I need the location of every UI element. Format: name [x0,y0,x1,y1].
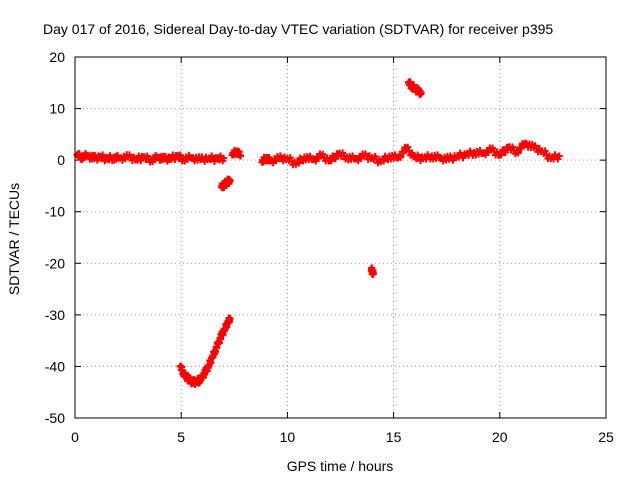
data-point [295,159,303,167]
y-tick-label: -30 [45,307,65,323]
data-point [400,149,408,157]
data-point [541,147,549,155]
grid [75,57,606,418]
y-tick-label: -50 [45,410,65,426]
y-tick-label: 10 [49,101,65,117]
data-point [555,152,563,160]
y-tick-label: 0 [57,152,65,168]
data-point [369,270,377,278]
plot-frame [74,56,607,419]
data-point [332,155,340,163]
data-point [397,153,405,161]
data-point [514,149,522,157]
x-tick-label: 15 [386,429,402,445]
x-tick-label: 20 [492,429,508,445]
data-point [226,176,234,184]
y-tick-label: -10 [45,204,65,220]
y-axis-label: SDTVAR / TECUs [6,183,22,295]
chart-title: Day 017 of 2016, Sidereal Day-to-day VTE… [43,21,553,37]
data-point [408,149,416,157]
y-tick-label: -20 [45,255,65,271]
data-point [497,151,505,159]
data-point [501,148,509,156]
data-point [220,154,228,162]
x-axis-label: GPS time / hours [287,458,394,474]
data-point [404,143,412,151]
y-tick-label: 20 [49,49,65,65]
data-point [417,89,425,97]
axis-ticks: 0 5 10 15 20 25 -50 -40 -30 -20 -10 0 10 20 [45,49,614,445]
data-point [237,152,245,160]
x-tick-label: 5 [177,429,185,445]
data-points [73,78,563,388]
x-tick-label: 0 [71,429,79,445]
y-tick-label: -40 [45,358,65,374]
x-tick-label: 25 [598,429,614,445]
data-point [517,145,525,153]
data-point [286,154,294,162]
data-point [226,314,234,322]
data-point [327,157,335,165]
x-tick-label: 10 [280,429,296,445]
